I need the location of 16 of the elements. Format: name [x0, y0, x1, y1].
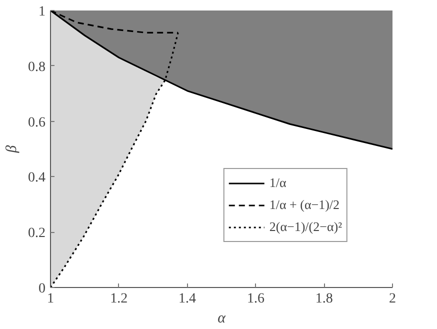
y-tick-label: 0.8 — [28, 60, 46, 75]
y-tick-label: 0.6 — [28, 115, 46, 130]
y-tick-label: 0.4 — [28, 170, 46, 186]
legend-label: 1/α — [269, 175, 288, 191]
y-axis-title: β — [4, 144, 20, 154]
x-tick-label: 1.6 — [246, 292, 264, 306]
y-tick-label: 0.2 — [28, 226, 46, 242]
legend-label: 2(α−1)/(2−α)² — [269, 219, 342, 235]
x-tick-label: 1.2 — [110, 292, 128, 306]
x-tick-label: 1.8 — [315, 292, 333, 306]
x-axis-title: α — [218, 310, 227, 326]
y-tick-label: 1 — [38, 4, 46, 20]
x-tick-label: 1.4 — [178, 292, 196, 306]
legend-label: 1/α + (α−1)/2 — [269, 197, 340, 213]
x-tick-label: 2 — [389, 292, 396, 306]
y-tick-label: 0 — [38, 282, 46, 296]
